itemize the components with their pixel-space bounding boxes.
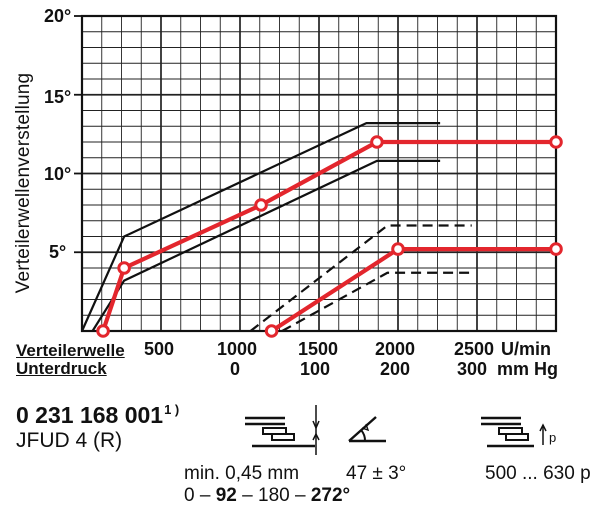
sequence-separator: – xyxy=(294,485,306,506)
pressure-icon-label: p xyxy=(549,430,557,445)
sequence-value: 0 xyxy=(184,485,195,506)
tolerance-band-1-upper-line xyxy=(80,121,441,332)
contact-gap-icon xyxy=(271,433,295,441)
x-tick-label-rpm-500: 500 xyxy=(144,339,175,359)
advance-curve-2-line xyxy=(269,247,559,334)
advance-curve-1-point xyxy=(254,198,268,212)
angle-sequence: 0 – 92 – 180 – 272° xyxy=(184,486,350,505)
tolerance-band-1-lower-line xyxy=(91,159,441,332)
y-tick-label-5: 5° xyxy=(49,242,67,262)
sequence-separator: – xyxy=(199,485,211,506)
angle-spec-value: 47 ± 3° xyxy=(346,463,407,484)
part-number-text: 0 231 168 001 xyxy=(16,402,164,428)
curve-series xyxy=(96,135,563,338)
sequence-value: 180 xyxy=(258,485,290,506)
x-tick-label-rpm-1500: 1500 xyxy=(298,339,339,359)
advance-curve-2-point xyxy=(549,242,563,256)
tolerance-band-2-upper-line xyxy=(249,224,472,332)
x-axis-unit-rpm: U/min xyxy=(501,339,552,359)
spring-pressure-icon xyxy=(505,433,529,441)
tolerance-bands xyxy=(80,121,472,332)
pressure-spec-value: 500 ... 630 p xyxy=(485,463,591,484)
sequence-value: 92 xyxy=(215,485,237,506)
sequence-separator: – xyxy=(242,485,253,506)
y-tick-label-10: 10° xyxy=(44,164,72,184)
tolerance-band-2-lower-line xyxy=(281,271,472,332)
x-tick-label-rpm-2500: 2500 xyxy=(454,339,495,359)
part-number-footnote: 1 ) xyxy=(164,402,180,417)
y-axis-title: Verteilerwellenverstellung xyxy=(13,72,34,294)
x-tick-label-rpm-2000: 2000 xyxy=(375,339,416,359)
x-axis-row-label-unterdruck: Unterdruck xyxy=(16,359,107,378)
advance-curve-2-point xyxy=(391,242,405,256)
advance-curve-1-point xyxy=(370,135,384,149)
sequence-value: 272° xyxy=(310,485,351,506)
dwell-angle-icon xyxy=(360,429,366,442)
spec-icons xyxy=(245,405,547,455)
dwell-angle-icon xyxy=(348,416,377,442)
contact-gap-icon xyxy=(312,420,320,430)
dwell-angle-icon xyxy=(361,423,370,432)
model-designation: JFUD 4 (R) xyxy=(16,429,123,452)
x-tick-label-rpm-1000: 1000 xyxy=(217,339,258,359)
advance-curve-1-point xyxy=(549,135,563,149)
advance-curve-2-point xyxy=(264,324,279,338)
x-tick-label-vacuum-200: 200 xyxy=(380,359,411,379)
x-tick-label-vacuum-300: 300 xyxy=(457,359,488,379)
x-axis-row-label-verteilerwelle: Verteilerwelle xyxy=(16,341,125,360)
contact-gap-icon xyxy=(312,432,320,441)
y-tick-label-15: 15° xyxy=(44,87,72,107)
advance-curve-1-point xyxy=(96,324,110,338)
advance-curve-1-point xyxy=(117,261,131,275)
part-number: 0 231 168 0011 ) xyxy=(16,402,180,428)
x-tick-label-vacuum-0: 0 xyxy=(230,359,241,379)
spring-pressure-icon xyxy=(539,423,547,432)
x-tick-label-vacuum-100: 100 xyxy=(300,359,331,379)
x-axis-unit-vacuum: mm Hg xyxy=(497,359,559,379)
y-tick-label-20: 20° xyxy=(44,6,72,26)
gap-spec-value: min. 0,45 mm xyxy=(184,463,300,484)
